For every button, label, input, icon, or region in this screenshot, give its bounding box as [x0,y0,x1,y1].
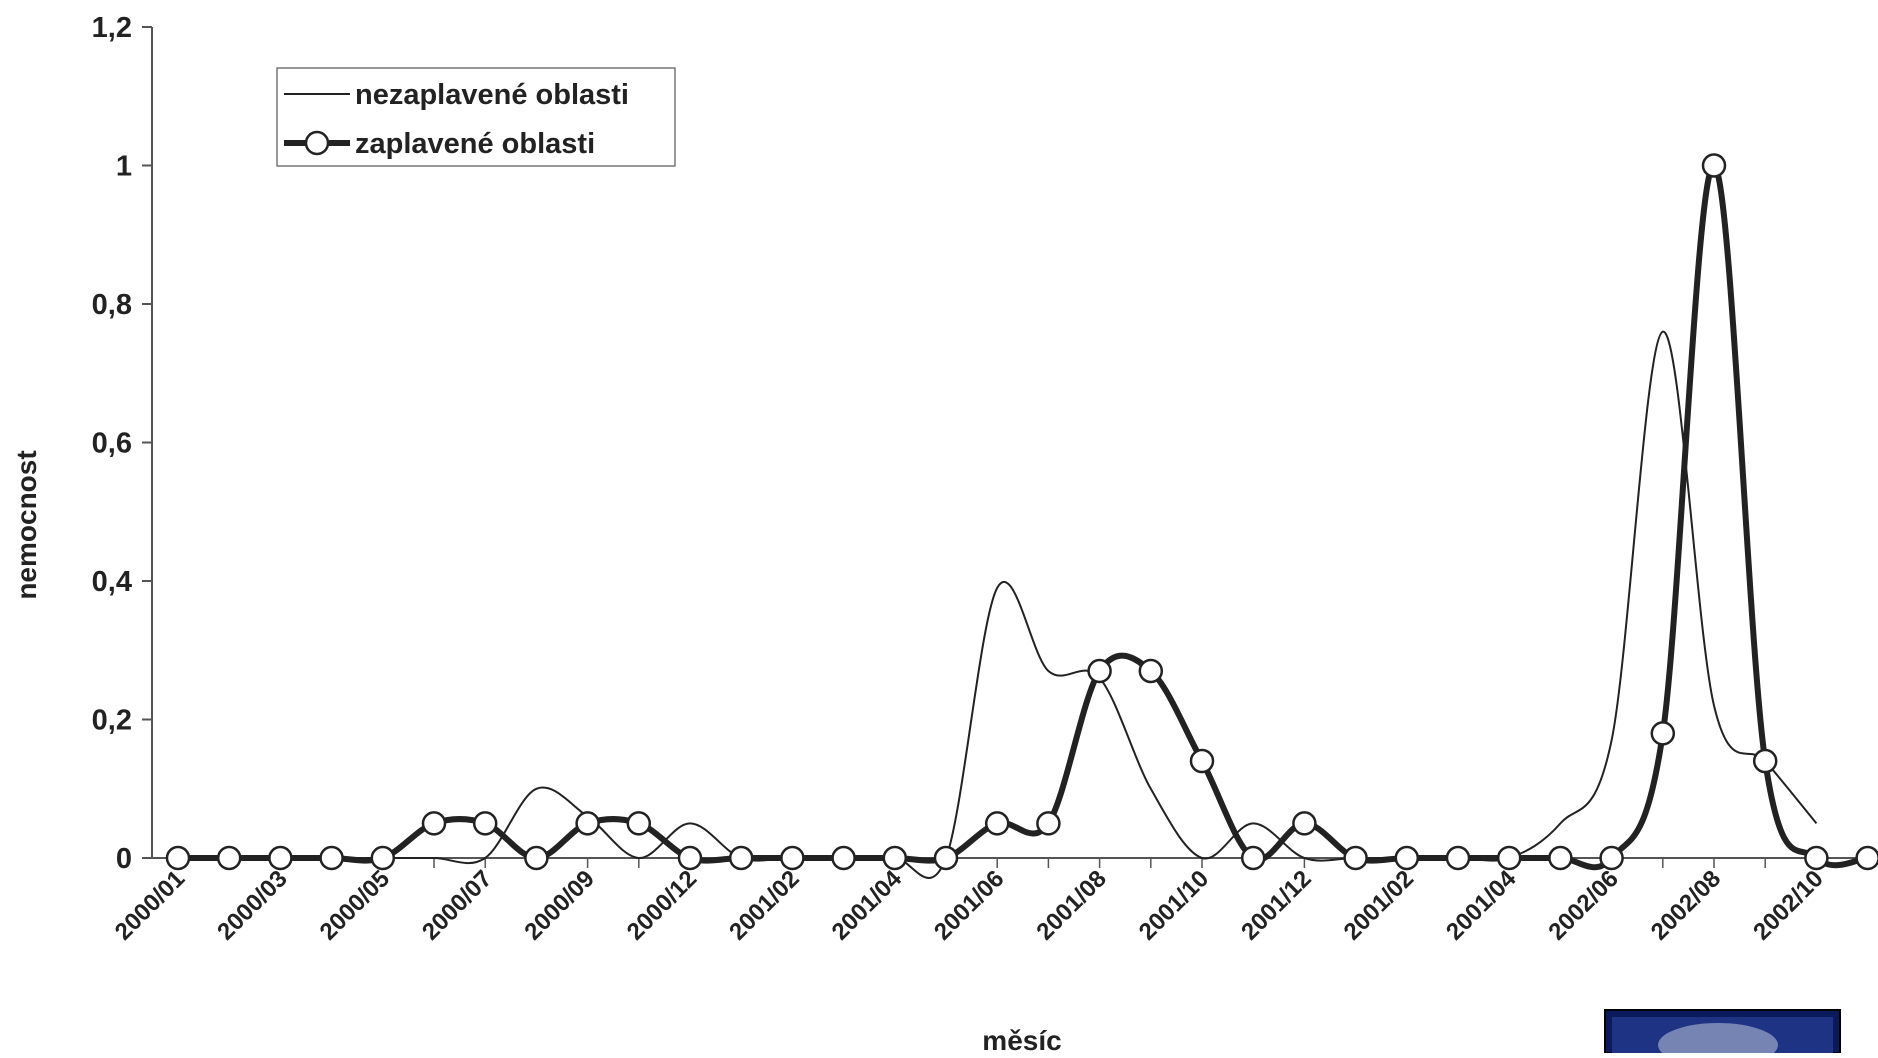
data-point [165,845,191,871]
series-layer [165,153,1878,879]
series-nezaplavene [177,330,1818,879]
y-tick-label: 1 [116,151,132,183]
y-axis-title: nemocnost [11,450,42,599]
y-tick-label: 0 [116,843,132,875]
data-point [319,845,344,871]
x-tick-label: 2001/10 [1134,865,1214,945]
x-tick-label: 2000/09 [519,865,599,945]
legend-label-nezaplavene: nezaplavené oblasti [355,79,629,111]
x-tick-label: 2000/07 [417,865,497,945]
data-point [1496,845,1522,871]
x-tick-label: 2002/08 [1646,865,1726,945]
data-point [780,845,805,871]
data-point [933,845,959,871]
x-tick-label: 2001/02 [724,865,804,945]
data-point [1189,748,1215,774]
y-tick-label: 0,6 [92,428,132,460]
data-point [1445,845,1471,871]
data-point [1855,845,1878,871]
series-zaplavene [165,153,1878,871]
data-point [882,845,908,871]
x-tick-label: 2001/12 [1236,865,1316,945]
data-point [1701,153,1727,178]
x-tick-label: 2000/12 [622,865,702,945]
data-point [472,811,498,836]
series-line [177,330,1818,879]
legend: nezaplavené oblasti zaplavené oblasti [276,67,676,167]
data-point [370,845,396,871]
data-point [677,845,703,871]
x-axis-title: měsíc [982,1025,1061,1053]
x-tick-label: 2001/04 [827,865,908,946]
data-point [268,845,293,871]
data-point [831,845,856,871]
x-tick-label: 2001/08 [1031,865,1111,945]
y-tick-label: 0,2 [92,705,132,737]
data-point [1087,658,1112,684]
data-point [1240,845,1266,871]
data-point [216,845,242,871]
x-tick-label: 2001/06 [929,865,1009,945]
data-point [728,845,754,871]
logo [1604,1009,1841,1058]
x-tick-label: 2000/03 [212,865,292,945]
data-point [1752,748,1778,774]
data-point [524,845,549,871]
x-tick-label: 2000/05 [315,865,395,945]
legend-label-zaplavene: zaplavené oblasti [355,128,595,160]
legend-box [276,67,676,167]
data-point [1804,845,1829,871]
data-point [575,811,600,836]
data-point [1292,811,1317,836]
legend-marker-zaplavene [304,130,330,156]
y-axis-ticks: 0 0,2 0,4 0,6 0,8 1 1,2 [92,12,152,875]
x-tick-label: 2001/04 [1441,865,1522,946]
data-point [984,811,1010,836]
data-point [1599,845,1624,871]
x-tick-label: 2000/01 [110,865,190,945]
data-point [1394,845,1420,871]
y-tick-label: 1,2 [92,12,132,44]
data-point [1036,811,1061,836]
x-axis-ticks: 2000/01 2000/03 2000/05 2000/07 2000/09 2000/… [110,858,1869,946]
y-tick-label: 0,4 [92,566,132,598]
data-point [626,811,652,836]
data-point [1343,845,1368,871]
data-point [1650,721,1676,746]
data-point [1548,845,1573,871]
y-tick-label: 0,8 [92,289,132,321]
data-point [1138,658,1164,684]
x-tick-label: 2002/10 [1748,865,1828,945]
series-line [177,162,1869,871]
x-tick-label: 2001/02 [1339,865,1419,945]
x-tick-label: 2002/06 [1543,865,1623,945]
data-point [421,811,447,836]
